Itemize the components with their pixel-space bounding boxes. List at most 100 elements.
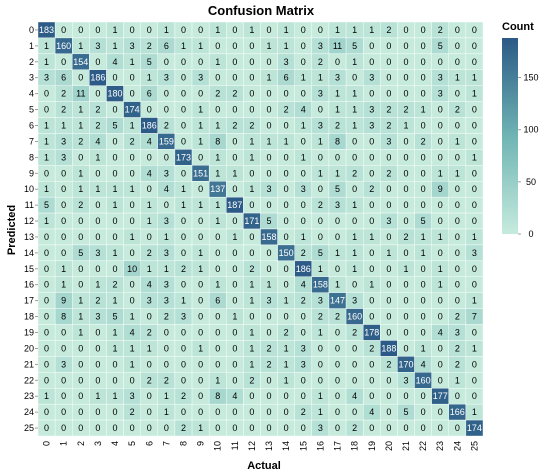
cell-value-label: 0 <box>181 232 186 242</box>
cell-value-label: 1 <box>249 343 254 353</box>
cell-value-label: 0 <box>318 343 323 353</box>
cell-value-label: 0 <box>164 423 169 433</box>
cell-value-label: 0 <box>61 25 66 35</box>
cell-value-label: 0 <box>421 312 426 322</box>
cell-value-label: 0 <box>267 423 272 433</box>
y-tick-label: 19 <box>24 328 34 338</box>
chart-title: Confusion Matrix <box>208 3 315 18</box>
y-tick-label: 24 <box>24 407 34 417</box>
cell-value-label: 2 <box>455 105 460 115</box>
cell-value-label: 177 <box>433 391 448 401</box>
cell-value-label: 5 <box>147 57 152 67</box>
cell-value-label: 2 <box>403 105 408 115</box>
cell-value-label: 0 <box>78 391 83 401</box>
cell-value-label: 1 <box>284 41 289 51</box>
cell-value-label: 3 <box>386 216 391 226</box>
cell-value-label: 2 <box>301 296 306 306</box>
cell-value-label: 1 <box>455 375 460 385</box>
cell-value-label: 0 <box>95 375 100 385</box>
cell-value-label: 0 <box>95 25 100 35</box>
cell-value-label: 0 <box>472 105 477 115</box>
cell-value-label: 1 <box>61 280 66 290</box>
y-tick-label: 17 <box>24 296 34 306</box>
cell-value-label: 0 <box>386 57 391 67</box>
cell-value-label: 0 <box>267 312 272 322</box>
cell-value-label: 3 <box>267 296 272 306</box>
cell-value-label: 1 <box>130 359 135 369</box>
cell-value-label: 0 <box>421 423 426 433</box>
cell-value-label: 0 <box>198 359 203 369</box>
cell-value-label: 0 <box>403 152 408 162</box>
cell-value-label: 3 <box>147 296 152 306</box>
cell-value-label: 0 <box>284 312 289 322</box>
cell-value-label: 1 <box>113 25 118 35</box>
cell-value-label: 1 <box>44 41 49 51</box>
cell-value-label: 1 <box>215 57 220 67</box>
cell-value-label: 0 <box>61 375 66 385</box>
cell-value-label: 0 <box>386 232 391 242</box>
heatmap-cells: 183 0 0 0 1 0 0 1 0 0 1 0 1 0 1 0 0 1 1 1 2 0 0 2 0 01 160 1 3 1 3 2 6 1 1… <box>37 21 484 437</box>
cell-value-label: 0 <box>181 136 186 146</box>
cell-value-label: 1 <box>455 168 460 178</box>
cell-value-label: 1 <box>232 312 237 322</box>
cell-value-label: 4 <box>369 407 374 417</box>
cell-value-label: 0 <box>403 200 408 210</box>
cell-value-label: 0 <box>421 152 426 162</box>
cell-value-label: 0 <box>438 121 443 131</box>
cell-value-label: 0 <box>455 423 460 433</box>
cell-value-label: 1 <box>198 423 203 433</box>
cell-value-label: 1 <box>249 184 254 194</box>
cell-value-label: 0 <box>113 359 118 369</box>
cell-value-label: 0 <box>318 359 323 369</box>
cell-value-label: 9 <box>438 184 443 194</box>
cell-value-label: 1 <box>130 184 135 194</box>
cell-value-label: 1 <box>318 407 323 417</box>
cell-value-label: 183 <box>39 25 54 35</box>
cell-value-label: 159 <box>159 136 174 146</box>
cell-value-label: 1 <box>78 328 83 338</box>
cell-value-label: 3 <box>164 248 169 258</box>
cell-value-label: 0 <box>44 280 49 290</box>
x-tick-label: 7 <box>161 441 171 446</box>
cell-value-label: 1 <box>95 184 100 194</box>
cell-value-label: 1 <box>198 343 203 353</box>
cell-value-label: 1 <box>301 121 306 131</box>
cell-value-label: 1 <box>215 280 220 290</box>
cell-value-label: 3 <box>318 423 323 433</box>
cell-value-label: 0 <box>455 184 460 194</box>
cell-value-label: 0 <box>164 359 169 369</box>
cell-value-label: 1 <box>284 375 289 385</box>
cell-value-label: 0 <box>130 248 135 258</box>
cell-value-label: 0 <box>438 312 443 322</box>
cell-value-label: 0 <box>78 343 83 353</box>
cell-value-label: 5 <box>438 41 443 51</box>
cell-value-label: 0 <box>472 280 477 290</box>
y-tick-label: 6 <box>29 121 34 131</box>
cell-value-label: 2 <box>369 184 374 194</box>
cell-value-label: 180 <box>108 89 123 99</box>
cell-value-label: 4 <box>301 105 306 115</box>
cell-value-label: 0 <box>198 296 203 306</box>
cell-value-label: 0 <box>455 280 460 290</box>
cell-value-label: 1 <box>113 391 118 401</box>
cell-value-label: 0 <box>147 184 152 194</box>
cell-value-label: 0 <box>95 89 100 99</box>
cell-value-label: 0 <box>147 232 152 242</box>
cell-value-label: 9 <box>61 296 66 306</box>
cell-value-label: 1 <box>472 407 477 417</box>
y-tick-label: 2 <box>29 57 34 67</box>
cell-value-label: 0 <box>95 168 100 178</box>
cell-value-label: 6 <box>147 89 152 99</box>
cell-value-label: 0 <box>421 328 426 338</box>
cell-value-label: 0 <box>130 375 135 385</box>
x-tick-label: 17 <box>333 441 343 451</box>
cell-value-label: 0 <box>249 73 254 83</box>
cell-value-label: 0 <box>198 312 203 322</box>
cell-value-label: 1 <box>352 57 357 67</box>
cell-value-label: 1 <box>301 73 306 83</box>
cell-value-label: 160 <box>56 41 71 51</box>
cell-value-label: 0 <box>438 136 443 146</box>
cell-value-label: 1 <box>472 296 477 306</box>
cell-value-label: 0 <box>318 25 323 35</box>
cell-value-label: 3 <box>181 312 186 322</box>
